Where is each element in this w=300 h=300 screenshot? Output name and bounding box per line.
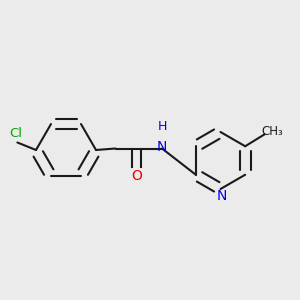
Text: O: O bbox=[131, 169, 142, 182]
Text: Cl: Cl bbox=[9, 127, 22, 140]
Text: H: H bbox=[158, 120, 167, 133]
Text: CH₃: CH₃ bbox=[261, 125, 283, 138]
Text: N: N bbox=[217, 190, 227, 203]
Text: N: N bbox=[157, 140, 167, 154]
